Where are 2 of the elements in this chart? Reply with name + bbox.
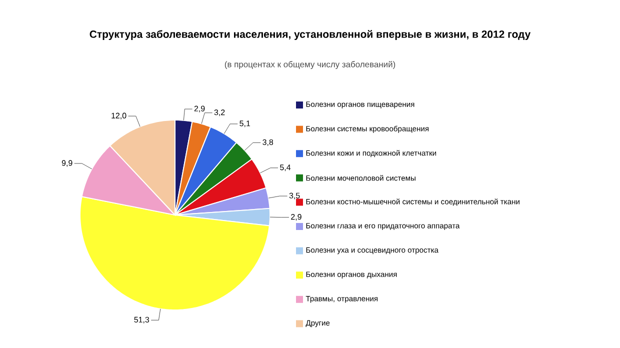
- chart-subtitle: (в процентах к общему числу заболеваний): [224, 60, 396, 70]
- chart-title: Структура заболеваемости населения, установленной впервые в жизни, в 2012 году: [90, 30, 531, 40]
